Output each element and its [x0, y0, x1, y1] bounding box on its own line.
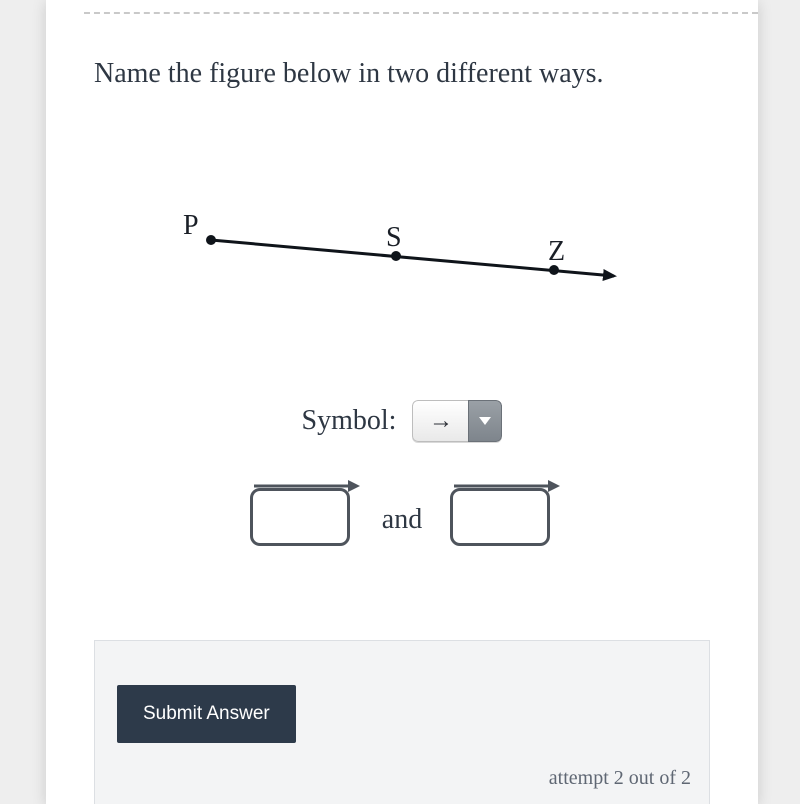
symbol-row: Symbol: →: [46, 400, 758, 442]
page: Name the figure below in two different w…: [0, 0, 800, 804]
question-text: Name the figure below in two different w…: [94, 54, 698, 95]
answer-input-2[interactable]: [450, 488, 550, 546]
ray-svg: [156, 190, 656, 330]
label-S: S: [386, 222, 402, 254]
label-Z: Z: [548, 236, 565, 268]
answer-input-1[interactable]: [250, 488, 350, 546]
symbol-select[interactable]: →: [412, 400, 502, 442]
point-P: [206, 235, 216, 245]
symbol-dropdown-button[interactable]: [468, 400, 502, 442]
answer-1-wrap: [250, 478, 354, 550]
answer-2-wrap: [450, 478, 554, 550]
symbol-value: →: [412, 400, 468, 442]
and-label: and: [382, 492, 422, 536]
question-card: Name the figure below in two different w…: [46, 0, 758, 804]
attempt-counter: attempt 2 out of 2: [549, 767, 691, 790]
symbol-label: Symbol:: [302, 405, 397, 436]
top-divider: [84, 12, 758, 14]
chevron-down-icon: [479, 417, 491, 425]
label-P: P: [183, 210, 199, 242]
ray-figure: P S Z: [156, 190, 656, 330]
submit-answer-button[interactable]: Submit Answer: [117, 685, 296, 743]
answers-row: and: [46, 478, 758, 550]
footer-panel: Submit Answer attempt 2 out of 2: [94, 640, 710, 804]
